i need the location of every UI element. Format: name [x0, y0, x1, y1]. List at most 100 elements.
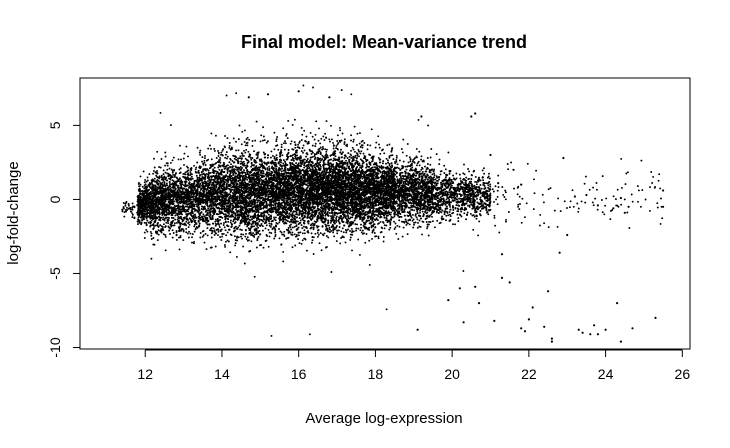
- data-point: [141, 194, 144, 197]
- data-point: [259, 174, 262, 177]
- data-point: [265, 191, 268, 194]
- data-point: [251, 144, 254, 147]
- data-point: [266, 156, 269, 159]
- data-point: [164, 249, 167, 252]
- data-point: [149, 221, 152, 224]
- data-point: [197, 202, 200, 205]
- data-point: [230, 223, 233, 225]
- data-point: [176, 177, 179, 180]
- data-point: [175, 184, 178, 187]
- data-point: [261, 180, 264, 183]
- data-point: [203, 159, 206, 162]
- data-point: [186, 173, 189, 176]
- data-point: [199, 232, 202, 234]
- data-point: [256, 177, 259, 180]
- data-point: [206, 227, 209, 230]
- data-point: [171, 211, 174, 214]
- data-point: [184, 171, 187, 174]
- data-point: [265, 178, 268, 181]
- data-point: [250, 223, 253, 226]
- data-point: [249, 215, 252, 218]
- data-point: [226, 209, 229, 212]
- data-point: [172, 156, 175, 159]
- data-point: [250, 218, 253, 221]
- data-point: [262, 246, 265, 249]
- data-point: [231, 188, 234, 191]
- data-point: [187, 169, 190, 172]
- data-point: [144, 200, 147, 202]
- data-point: [268, 235, 271, 238]
- data-point: [207, 147, 210, 150]
- data-point: [251, 140, 254, 142]
- data-point: [253, 275, 256, 278]
- data-point: [182, 198, 185, 201]
- data-point: [161, 192, 164, 195]
- data-point: [210, 236, 213, 239]
- data-point: [213, 149, 216, 152]
- data-point: [175, 209, 177, 212]
- data-point: [224, 153, 227, 156]
- data-point: [259, 140, 262, 143]
- data-point: [218, 215, 221, 218]
- data-point: [252, 164, 255, 167]
- data-point: [228, 212, 231, 215]
- data-point: [146, 219, 149, 222]
- data-point: [162, 169, 165, 172]
- data-point: [138, 221, 141, 224]
- data-point: [137, 213, 140, 215]
- data-point: [165, 192, 168, 195]
- data-point: [127, 204, 130, 207]
- data-point: [152, 178, 154, 181]
- data-point: [195, 199, 198, 202]
- data-point: [233, 235, 236, 238]
- data-point: [180, 211, 183, 214]
- data-point: [268, 199, 271, 202]
- data-point: [166, 208, 169, 211]
- data-point: [272, 183, 275, 186]
- data-point: [202, 192, 205, 195]
- data-point: [164, 235, 167, 238]
- data-point: [242, 245, 245, 248]
- data-point: [178, 208, 181, 211]
- data-point: [238, 216, 240, 219]
- data-point: [264, 240, 267, 242]
- data-point: [165, 211, 168, 214]
- data-point: [182, 172, 185, 175]
- data-point: [156, 232, 158, 235]
- data-point: [208, 223, 211, 226]
- data-point: [184, 205, 187, 208]
- data-point: [258, 220, 261, 223]
- data-point: [278, 199, 281, 202]
- data-point: [164, 217, 167, 219]
- data-point: [264, 227, 267, 230]
- data-point: [160, 158, 163, 160]
- data-point: [245, 138, 248, 141]
- data-point: [228, 146, 231, 149]
- data-point: [258, 229, 261, 232]
- data-point: [204, 194, 207, 196]
- data-point: [241, 171, 244, 174]
- data-point: [146, 201, 149, 204]
- data-point: [195, 166, 198, 169]
- data-point: [249, 197, 252, 200]
- data-point: [257, 214, 260, 217]
- data-point: [260, 185, 263, 188]
- data-point: [240, 218, 243, 221]
- data-point: [148, 173, 151, 176]
- data-point: [169, 161, 172, 164]
- data-point: [187, 222, 190, 225]
- data-point: [274, 216, 277, 219]
- data-point: [274, 179, 277, 182]
- data-point: [248, 232, 251, 235]
- data-point: [233, 212, 235, 215]
- data-point: [270, 176, 272, 179]
- data-point: [153, 194, 156, 196]
- data-point: [241, 177, 244, 180]
- data-point: [224, 156, 227, 159]
- data-point: [256, 194, 259, 197]
- data-point: [161, 185, 164, 188]
- data-point: [182, 195, 185, 198]
- data-point: [163, 201, 166, 204]
- data-point: [268, 200, 271, 203]
- data-point: [174, 195, 176, 198]
